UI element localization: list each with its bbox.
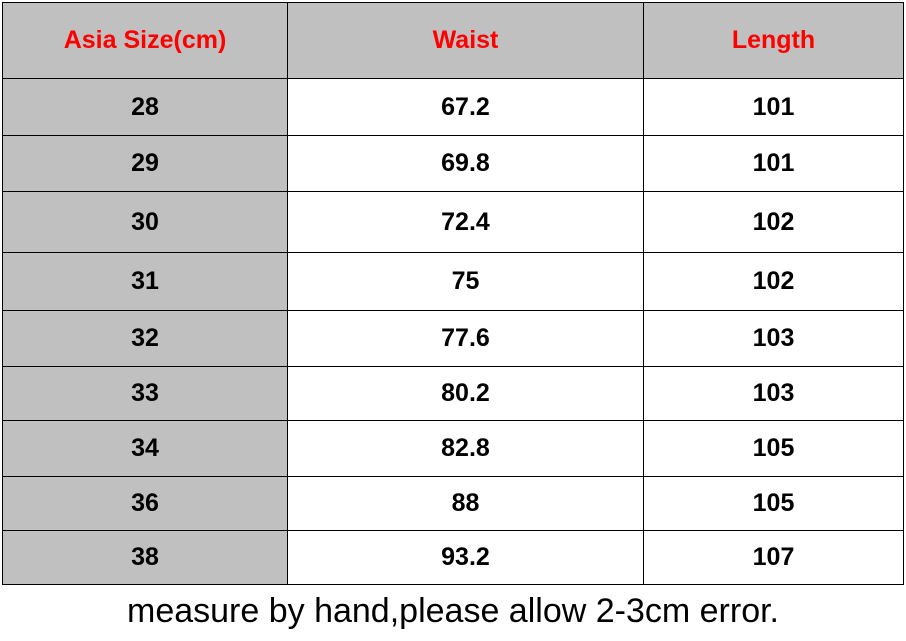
table-cell: 102 [643, 252, 904, 311]
table-cell: 101 [643, 78, 904, 136]
column-header: Asia Size(cm) [2, 2, 288, 79]
table-cell: 31 [2, 252, 288, 311]
column-header: Waist [287, 2, 644, 79]
table-row: 29 69.8 101 [2, 135, 904, 192]
table-cell: 38 [2, 530, 288, 585]
table-cell: 75 [287, 252, 644, 311]
table-cell: 88 [287, 476, 644, 531]
table-row: 36 88 105 [2, 476, 904, 531]
table-cell: 30 [2, 191, 288, 253]
table-cell: 82.8 [287, 420, 644, 477]
table-row: 33 80.2 103 [2, 366, 904, 421]
table-cell: 103 [643, 366, 904, 421]
table-cell: 72.4 [287, 191, 644, 253]
column-header: Length [643, 2, 904, 79]
table-cell: 93.2 [287, 530, 644, 585]
table-cell: 77.6 [287, 310, 644, 367]
table-cell: 33 [2, 366, 288, 421]
table-cell: 32 [2, 310, 288, 367]
table-row: 34 82.8 105 [2, 420, 904, 477]
table-cell: 28 [2, 78, 288, 136]
table-row: 31 75 102 [2, 252, 904, 311]
table-cell: 80.2 [287, 366, 644, 421]
table-cell: 102 [643, 191, 904, 253]
table-cell: 103 [643, 310, 904, 367]
table-row: 32 77.6 103 [2, 310, 904, 367]
table-cell: 107 [643, 530, 904, 585]
table-cell: 105 [643, 476, 904, 531]
table-cell: 34 [2, 420, 288, 477]
size-table: Asia Size(cm) Waist Length 28 67.2 101 29 69.8… [2, 2, 904, 585]
table-cell: 29 [2, 135, 288, 192]
table-row: 38 93.2 107 [2, 530, 904, 585]
measurement-note: measure by hand,please allow 2-3cm error… [127, 592, 779, 630]
table-cell: 101 [643, 135, 904, 192]
table-cell: 36 [2, 476, 288, 531]
table-row: 30 72.4 102 [2, 191, 904, 253]
table-cell: 67.2 [287, 78, 644, 136]
table-cell: 69.8 [287, 135, 644, 192]
table-cell: 105 [643, 420, 904, 477]
table-row: 28 67.2 101 [2, 78, 904, 136]
